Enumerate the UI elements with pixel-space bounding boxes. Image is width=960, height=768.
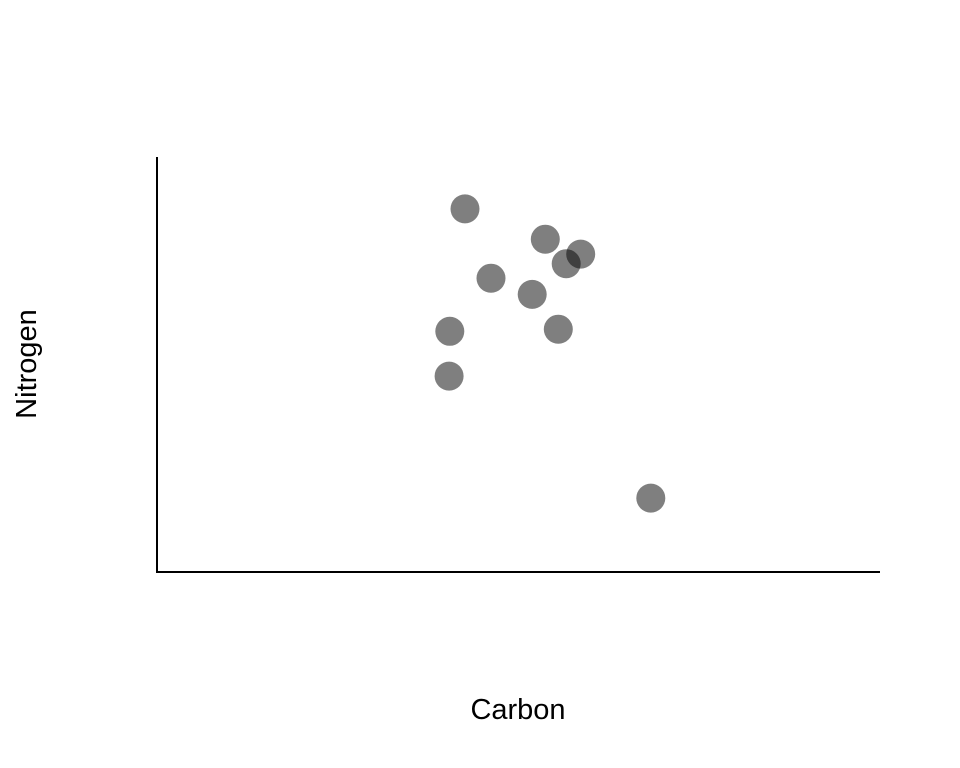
data-point <box>435 316 465 346</box>
data-point <box>636 483 666 513</box>
data-point <box>543 314 573 344</box>
data-point <box>551 249 581 279</box>
points-layer <box>434 194 666 513</box>
data-point <box>530 224 560 254</box>
data-point <box>476 263 506 293</box>
x-axis-title: Carbon <box>470 694 565 726</box>
y-axis-title: Nitrogen <box>11 309 43 419</box>
data-point <box>434 361 464 391</box>
data-point <box>517 279 547 309</box>
data-point <box>450 194 480 224</box>
